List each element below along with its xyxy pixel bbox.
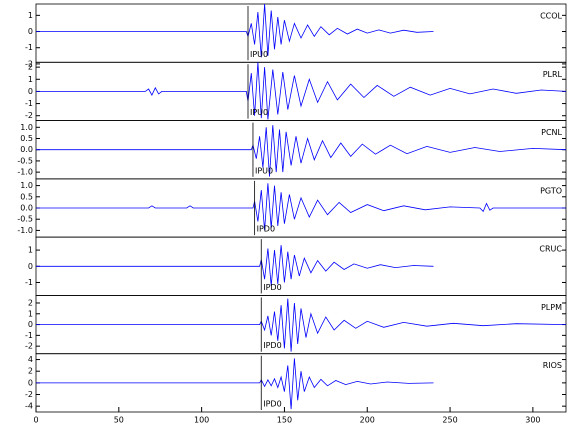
y-tick-label: -2 [25,59,33,68]
y-tick-label: 2 [28,367,33,376]
pick-label: IPD0 [263,341,281,350]
y-tick-label: -2 [25,390,33,399]
y-tick-label: 2 [28,298,33,307]
y-tick-label: -1 [25,43,33,52]
waveform [36,62,567,120]
waveform [36,298,567,352]
y-tick-label: 0 [28,262,33,271]
pick-label: IPU0 [250,50,268,59]
y-tick-label: 1 [28,75,33,84]
station-name: PGTO [540,186,562,195]
y-tick-label: -2 [25,111,33,120]
y-tick-label: 1.0 [20,181,33,190]
y-tick-label: -1.0 [17,226,33,235]
x-tick-label: 50 [114,416,124,425]
pick-label: IPD0 [257,225,275,234]
y-tick-label: -0.5 [17,215,33,224]
y-tick-label: 0.0 [20,145,33,154]
y-tick-label: 0.5 [20,134,33,143]
station-name: CCOL [540,12,562,21]
y-tick-label: -1 [25,331,33,340]
y-tick-label: 0 [28,320,33,329]
x-tick-label: 250 [442,416,457,425]
station-name: RIOS [543,361,562,370]
x-tick-label: 200 [360,416,375,425]
y-tick-label: -4 [25,402,33,411]
x-tick-label: 300 [525,416,540,425]
x-tick-label: 100 [194,416,209,425]
y-tick-label: 1 [28,246,33,255]
y-tick-label: -1.0 [17,168,33,177]
y-tick-label: -1 [25,99,33,108]
y-tick-label: 2 [28,63,33,72]
y-tick-label: 0 [28,87,33,96]
y-tick-label: 4 [28,355,33,364]
x-tick-label: 0 [33,416,38,425]
y-tick-label: 0.5 [20,192,33,201]
y-tick-label: 0 [28,27,33,36]
waveform [36,358,434,410]
pick-label: IPU0 [250,108,268,117]
y-tick-label: -1 [25,278,33,287]
station-name: PLRL [543,70,563,79]
y-tick-label: -0.5 [17,156,33,165]
y-tick-label: 1 [28,11,33,20]
waveform [36,125,567,177]
y-tick-label: 0.0 [20,204,33,213]
waveform [36,183,566,231]
pick-label: IPD0 [263,283,281,292]
waveform [36,245,434,286]
station-name: PLPM [541,303,562,312]
station-name: PCNL [541,128,562,137]
x-tick-label: 150 [277,416,292,425]
y-tick-label: 0 [28,378,33,387]
pick-label: IPU0 [255,166,273,175]
y-tick-label: -2 [25,342,33,351]
station-name: CRUC [539,245,562,254]
y-tick-label: 1.0 [20,123,33,132]
waveform [36,3,434,58]
pick-label: IPD0 [263,400,281,409]
panel-frame [35,3,567,63]
y-tick-label: 1 [28,309,33,318]
